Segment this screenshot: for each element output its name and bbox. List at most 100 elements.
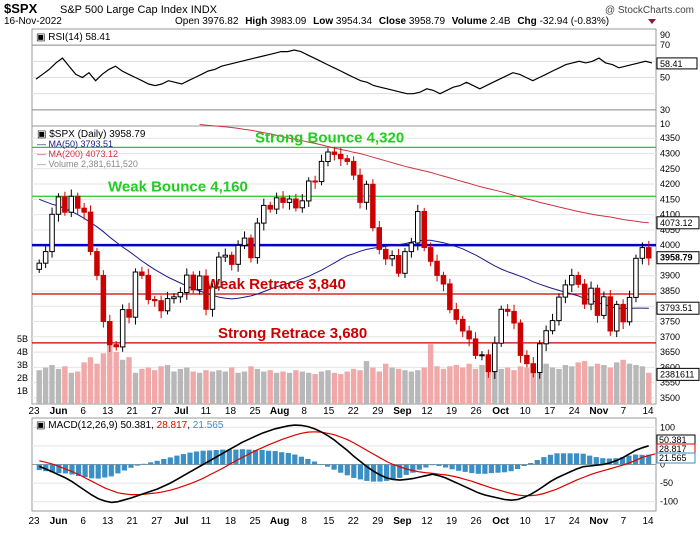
x-axis-label: 19 <box>446 516 458 527</box>
volume-bar <box>164 365 171 404</box>
candle-body <box>485 354 492 373</box>
rsi-tick-label: 50 <box>660 73 670 83</box>
candle-body <box>113 344 119 348</box>
volume-bar <box>126 357 132 404</box>
macd-histogram-bar <box>56 464 62 474</box>
macd-histogram-bar <box>246 449 252 465</box>
macd-histogram-bar <box>233 449 239 465</box>
x-axis-label: 18 <box>225 516 237 527</box>
price-tick-label: 4250 <box>660 164 680 174</box>
ma50-line <box>39 198 649 309</box>
volume-bar <box>248 366 254 404</box>
price-tick-label: 4150 <box>660 194 680 204</box>
x-axis-label: Nov <box>589 406 608 417</box>
macd-histogram-bar <box>252 450 259 465</box>
macd-histogram-bar <box>311 461 318 465</box>
rsi-tick-label: 30 <box>660 105 670 115</box>
price-tick-label: 3500 <box>660 393 680 403</box>
candle-body <box>267 204 273 210</box>
macd-histogram-bar <box>501 464 508 473</box>
macd-histogram-bar <box>606 458 612 465</box>
macd-histogram-bar <box>318 464 324 465</box>
price-tick-label: 4350 <box>660 133 680 143</box>
volume-bar <box>639 366 646 404</box>
macd-histogram-bar <box>351 464 357 478</box>
volume-bar <box>466 363 472 404</box>
volume-bar <box>36 370 42 404</box>
macd-histogram-bar <box>331 464 337 470</box>
volume-tick-label: 1B <box>17 386 28 396</box>
candle-body <box>504 308 511 312</box>
macd-histogram-bar <box>285 453 291 465</box>
volume-bar <box>293 370 299 404</box>
candle-body <box>306 180 312 202</box>
candle-body <box>325 151 331 162</box>
volume-bar <box>389 367 395 404</box>
macd-panel: 100500-50-100 ▣ MACD(12,26,9) 50.381, 28… <box>28 417 696 527</box>
ma200-line <box>199 124 649 224</box>
volume-bar <box>402 370 408 404</box>
volume-bar <box>235 372 241 404</box>
price-value-tag-text: 3958.79 <box>660 253 693 263</box>
candle-body <box>549 320 556 332</box>
volume-tick-label: 2B <box>17 373 28 383</box>
candle-body <box>158 300 164 312</box>
macd-histogram-bar <box>574 453 580 465</box>
x-axis-label: 23 <box>28 406 40 417</box>
volume-bar <box>569 366 575 404</box>
volume-bar <box>376 371 382 404</box>
x-axis-label: 11 <box>201 406 212 417</box>
macd-histogram-bar <box>397 464 403 478</box>
macd-histogram-bar <box>508 464 514 472</box>
volume-bar <box>581 361 588 404</box>
x-axis-label: 6 <box>80 406 86 417</box>
macd-histogram-bar <box>259 450 265 465</box>
level-label: Weak Retrace 3,840 <box>206 276 346 293</box>
x-axis-label: 11 <box>201 516 212 527</box>
candle-body <box>312 180 318 183</box>
candle-body <box>620 303 626 323</box>
volume-bar <box>261 371 267 404</box>
price-tick-label: 4300 <box>660 148 680 158</box>
x-axis-label: Jun <box>50 516 68 527</box>
x-axis-label: Jul <box>174 516 189 527</box>
volume-bar <box>325 370 331 404</box>
macd-histogram-bar <box>43 464 49 472</box>
macd-histogram-bar <box>279 452 285 465</box>
x-axis-label: 21 <box>127 516 139 527</box>
candle-body <box>440 274 447 285</box>
x-axis-label: 25 <box>249 516 261 527</box>
price-tick-label: 4050 <box>660 225 680 235</box>
legend-entry: — MA(200) 4073.12 <box>37 149 118 159</box>
volume-bar <box>370 367 376 404</box>
volume-bar <box>511 370 517 404</box>
macd-histogram-bar <box>587 455 593 465</box>
x-axis-label: 14 <box>642 516 654 527</box>
volume-bar <box>479 365 485 404</box>
macd-histogram-bar <box>364 464 370 481</box>
macd-histogram-bar <box>534 460 540 465</box>
macd-histogram-bar <box>528 463 534 465</box>
macd-histogram-bar <box>220 449 226 465</box>
volume-bar <box>286 372 293 404</box>
candle-body <box>190 274 196 291</box>
candle-body <box>286 198 293 203</box>
macd-histogram-bar <box>180 454 186 465</box>
macd-histogram-bar <box>482 464 488 474</box>
volume-bar <box>530 368 536 404</box>
candle-body <box>607 296 613 332</box>
candle-body <box>145 274 151 300</box>
x-axis-label: Sep <box>393 406 411 417</box>
candle-body <box>350 160 357 176</box>
level-label: Strong Bounce 4,320 <box>255 129 404 146</box>
x-axis-label: 8 <box>301 516 307 527</box>
volume-bar <box>408 371 415 404</box>
volume-bar <box>633 365 639 404</box>
macd-histogram-bar <box>567 453 573 465</box>
macd-histogram-bar <box>410 464 416 473</box>
macd-histogram-bar <box>193 451 200 465</box>
x-axis-label: 24 <box>569 406 581 417</box>
x-axis-label: 13 <box>102 406 114 417</box>
macd-histogram-bar <box>357 464 363 480</box>
